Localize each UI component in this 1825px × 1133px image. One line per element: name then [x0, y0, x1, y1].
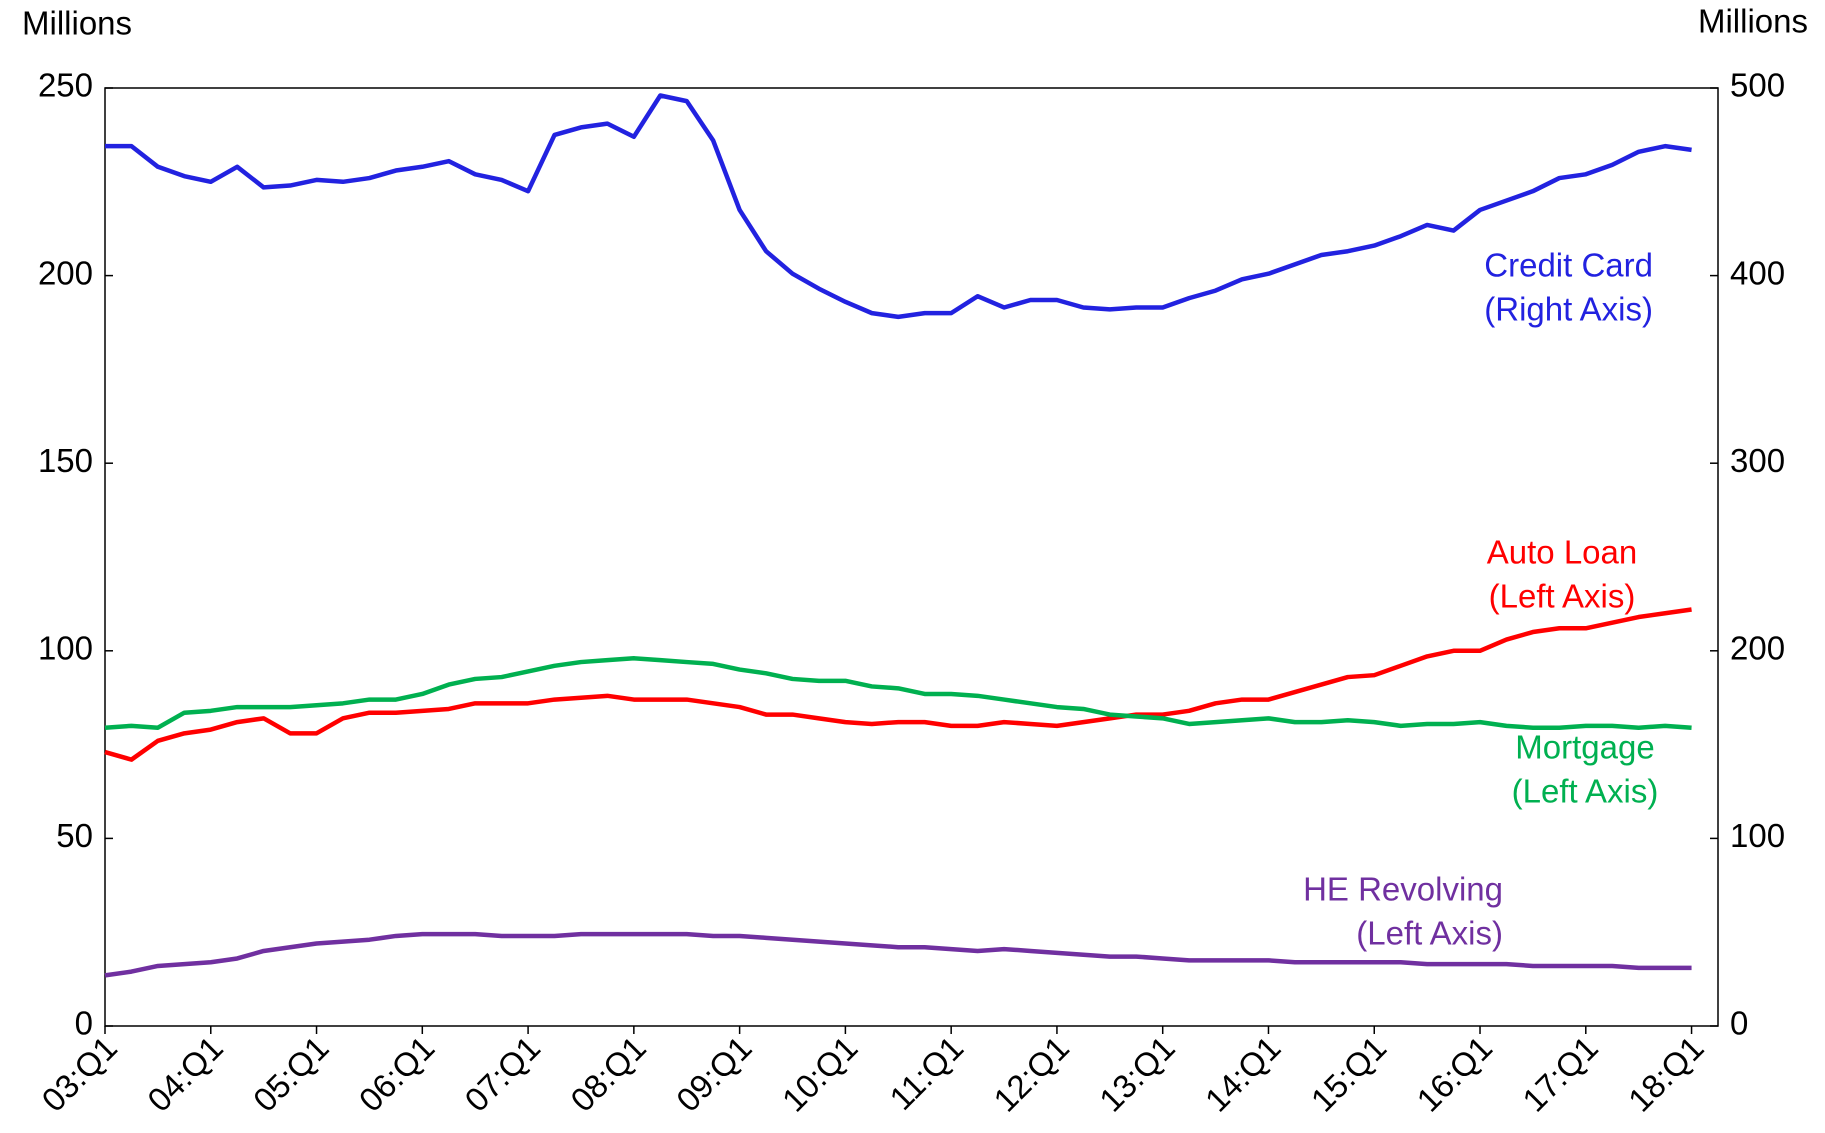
y-tick-label: 250: [38, 67, 93, 104]
plot-frame: [104, 87, 1719, 1027]
x-tick-label: 08:Q1: [563, 1029, 653, 1119]
x-tick-label: 09:Q1: [669, 1029, 759, 1119]
y2-axis-label: Millions: [1698, 3, 1808, 40]
x-tick-label: 03:Q1: [34, 1029, 124, 1119]
y2-tick-label: 0: [1730, 1005, 1748, 1042]
series-label: Mortgage: [1515, 729, 1654, 766]
x-tick-label: 11:Q1: [882, 1029, 970, 1117]
x-tick-label: 05:Q1: [246, 1029, 336, 1119]
series-line: [104, 656, 1692, 730]
series-label: HE Revolving: [1303, 871, 1503, 908]
x-tick-label: 10:Q1: [775, 1029, 865, 1119]
series-line: [104, 931, 1692, 978]
y2-tick-label: 200: [1730, 630, 1785, 667]
x-tick-label: 13:Q1: [1092, 1029, 1182, 1119]
x-tick-label: 06:Q1: [352, 1029, 442, 1119]
x-tick-label: 04:Q1: [140, 1029, 230, 1119]
x-tick-label: 16:Q1: [1409, 1029, 1499, 1119]
series-label: Auto Loan: [1487, 534, 1637, 571]
y-tick-label: 50: [56, 817, 93, 854]
series-note: (Left Axis): [1489, 578, 1636, 615]
x-tick-label: 07:Q1: [457, 1029, 547, 1119]
series-note: (Left Axis): [1356, 915, 1503, 952]
y-tick-label: 150: [38, 442, 93, 479]
series-note: (Right Axis): [1484, 291, 1653, 328]
y2-tick-label: 300: [1730, 442, 1785, 479]
x-tick-label: 14:Q1: [1198, 1029, 1288, 1119]
y2-tick-label: 100: [1730, 817, 1785, 854]
y-tick-label: 0: [75, 1005, 93, 1042]
x-tick-label: 18:Q1: [1621, 1029, 1711, 1119]
x-tick-label: 17:Q1: [1515, 1029, 1605, 1119]
x-tick-label: 15:Q1: [1304, 1029, 1394, 1119]
series-line: [104, 607, 1692, 762]
x-tick-label: 12:Q1: [986, 1029, 1076, 1119]
series-label: Credit Card: [1484, 247, 1653, 284]
y2-tick-label: 400: [1730, 254, 1785, 291]
y-tick-label: 100: [38, 630, 93, 667]
series-note: (Left Axis): [1512, 773, 1659, 810]
y2-tick-label: 500: [1730, 67, 1785, 104]
y-tick-label: 200: [38, 254, 93, 291]
y-axis-label: Millions: [22, 5, 132, 42]
series-line: [105, 93, 1692, 320]
